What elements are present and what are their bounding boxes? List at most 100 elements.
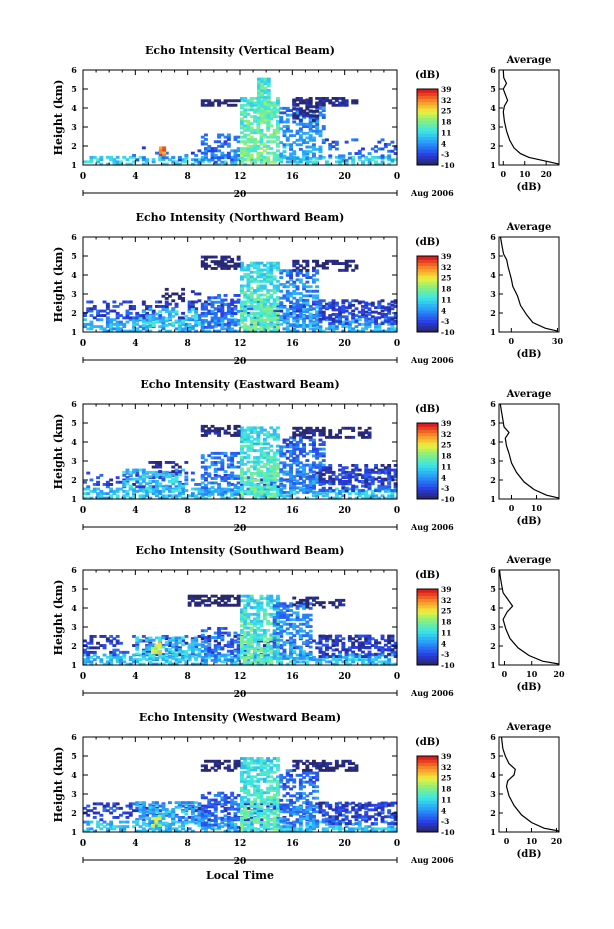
heatmap-cell (393, 641, 398, 645)
heatmap-cell (292, 312, 297, 316)
heatmap-cell (148, 480, 153, 483)
heatmap-cell (128, 162, 133, 166)
heatmap-cell (289, 604, 293, 608)
heatmap-cell (308, 321, 313, 325)
heatmap-cell (269, 456, 274, 459)
heatmap-cell (383, 329, 388, 333)
heatmap-cell (141, 648, 146, 652)
heatmap-cell (223, 429, 228, 433)
heatmap-cell (210, 303, 215, 306)
heatmap-cell (115, 658, 120, 662)
heatmap-cell (364, 662, 369, 666)
heatmap-cell (282, 461, 287, 465)
heatmap-cell (341, 482, 346, 486)
heatmap-cell (272, 298, 277, 302)
heatmap-cell (92, 635, 97, 638)
heatmap-cell (240, 302, 244, 306)
heatmap-cell (272, 631, 277, 635)
heatmap-cell (289, 443, 293, 446)
heatmap-cell (102, 646, 107, 650)
heatmap-cell (279, 141, 284, 144)
heatmap-cell (171, 308, 176, 311)
heatmap-cell (354, 325, 359, 329)
heatmap-cell (377, 303, 382, 307)
heatmap-cell (298, 317, 303, 321)
heatmap-cell (122, 496, 127, 500)
heatmap-cell (263, 86, 268, 90)
heatmap-cell (308, 481, 313, 485)
heatmap-cell (246, 599, 251, 603)
heatmap-cell (266, 309, 271, 313)
heatmap-cell (226, 321, 231, 325)
heatmap-cell (184, 662, 189, 666)
heatmap-cell (279, 283, 284, 286)
heatmap-cell (393, 305, 398, 308)
heatmap-cell (105, 483, 110, 486)
heatmap-cell (184, 314, 189, 318)
heatmap-cell (374, 149, 378, 153)
heatmap-cell (200, 307, 205, 311)
heatmap-cell (105, 325, 110, 329)
average-x-label: (dB) (517, 349, 542, 360)
heatmap-cell (200, 454, 205, 458)
heatmap-cell (321, 489, 326, 492)
heatmap-cell (266, 476, 271, 480)
heatmap-cell (187, 655, 192, 659)
heatmap-cell (334, 155, 339, 159)
heatmap-cell (240, 307, 244, 311)
heatmap-cell (292, 262, 297, 265)
heatmap-cell (207, 652, 212, 655)
heatmap-cell (115, 155, 120, 159)
heatmap-cell (347, 496, 352, 500)
heatmap-cell (243, 126, 248, 130)
heatmap-cell (370, 492, 375, 496)
heatmap-cell (334, 160, 339, 164)
date-label: Aug 2006 (410, 188, 454, 198)
heatmap-cell (325, 259, 329, 263)
colorbar-segment (417, 281, 438, 285)
heatmap-cell (135, 329, 140, 333)
heatmap-cell (174, 162, 179, 166)
heatmap-cell (207, 101, 212, 105)
heatmap-cell (351, 426, 356, 430)
heatmap-cell (246, 460, 251, 464)
heatmap-cell (236, 653, 241, 657)
heatmap-cell (168, 650, 172, 654)
heatmap-cell (289, 636, 293, 640)
heatmap-cell (312, 300, 316, 304)
heatmap-cell (109, 496, 114, 500)
heatmap-cell (295, 114, 300, 118)
heatmap-cell (331, 496, 336, 500)
heatmap-cell (318, 447, 323, 451)
heatmap-cell (204, 640, 208, 644)
heatmap-cell (328, 101, 333, 105)
heatmap-cell (364, 431, 369, 435)
heatmap-cell (318, 264, 323, 268)
heatmap-cell (210, 300, 215, 304)
heatmap-cell (367, 302, 372, 306)
heatmap-cell (204, 257, 208, 261)
heatmap-cell (302, 112, 306, 116)
heatmap-cell (226, 427, 231, 431)
heatmap-cell (269, 639, 274, 643)
heatmap-cell (292, 120, 297, 124)
heatmap-cell (312, 154, 316, 158)
heatmap-cell (276, 268, 280, 272)
heatmap-cell (292, 447, 297, 451)
heatmap-cell (354, 318, 359, 322)
heatmap-cell (240, 311, 244, 315)
heatmap-cell (125, 316, 130, 320)
heatmap-cell (308, 487, 313, 491)
heatmap-cell (289, 157, 293, 160)
heatmap-cell (269, 112, 274, 116)
heatmap-cell (334, 435, 339, 439)
heatmap-cell (298, 657, 303, 660)
heatmap-cell (194, 310, 199, 314)
heatmap-cell (243, 633, 248, 637)
heatmap-cell (262, 610, 267, 614)
heatmap-cell (318, 646, 323, 650)
heatmap-cell (262, 264, 267, 267)
heatmap-cell (308, 308, 313, 311)
heatmap-cell (253, 291, 257, 295)
heatmap-cell (141, 300, 146, 304)
